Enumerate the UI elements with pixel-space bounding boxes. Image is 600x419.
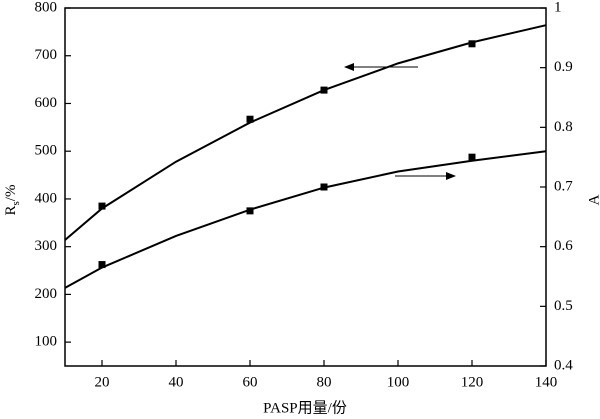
y2-tick-label: 1: [554, 0, 562, 15]
y-tick-label: 800: [35, 0, 58, 15]
y2-tick-label: 0.8: [554, 119, 573, 135]
y2-tick-label: 0.5: [554, 298, 573, 314]
y-label-main: R: [3, 205, 19, 215]
x-tick-label: 100: [387, 374, 410, 390]
x-tick-label: 140: [535, 374, 558, 390]
y-tick-label: 600: [35, 95, 58, 111]
y2-tick-label: 0.9: [554, 59, 573, 75]
y-label-sub: s: [10, 201, 22, 205]
x-tick-label: 20: [95, 374, 110, 390]
data-point: [98, 261, 106, 269]
y-tick-label: 500: [35, 143, 58, 159]
x-tick-label: 80: [317, 374, 332, 390]
y-tick-label: 100: [35, 334, 58, 350]
data-point: [468, 40, 476, 48]
data-point: [468, 153, 476, 161]
y-tick-label: 200: [35, 286, 58, 302]
y2-tick-label: 0.4: [554, 357, 573, 373]
y2-tick-label: 0.6: [554, 238, 573, 254]
y2-tick-label: 0.7: [554, 178, 573, 194]
y-tick-label: 700: [35, 47, 58, 63]
y-label-suffix: /%: [3, 185, 19, 202]
data-point: [98, 202, 106, 210]
x-tick-label: 40: [169, 374, 184, 390]
y2-axis-label: A: [586, 194, 600, 205]
fit-line: [64, 150, 547, 289]
x-axis-label: PASP用量/份: [263, 399, 347, 416]
y-tick-label: 400: [35, 190, 58, 206]
x-tick-label: 60: [243, 374, 258, 390]
x-tick-label: 120: [461, 374, 484, 390]
y-tick-label: 300: [35, 238, 58, 254]
data-point: [246, 207, 254, 215]
fit-line: [64, 24, 547, 241]
y-axis-label: Rs/%: [3, 185, 21, 216]
data-point: [246, 115, 254, 123]
